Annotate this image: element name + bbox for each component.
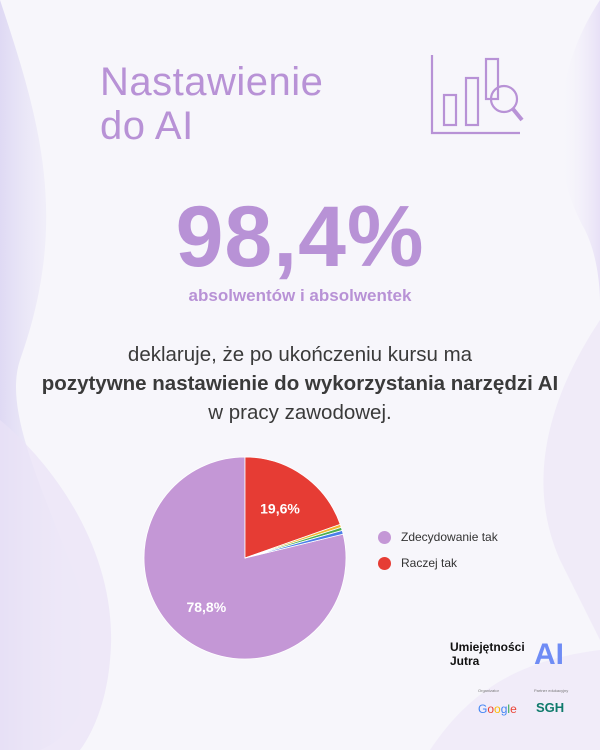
headline-subject: absolwentów i absolwentek — [188, 286, 412, 305]
page-title: Nastawienie do AI — [100, 60, 323, 148]
title-line-1: Nastawienie — [100, 60, 324, 104]
brand-text: Umiejętności Jutra — [450, 640, 525, 668]
google-letter: g — [500, 702, 508, 716]
description-part-1: deklaruje, że po ukończeniu kursu ma — [127, 343, 473, 366]
legend-item-1: Raczej tak — [378, 556, 498, 570]
description-part-2: w pracy zawodowej. — [208, 401, 392, 424]
legend-item-0: Zdecydowanie tak — [378, 530, 498, 544]
sgh-logo: SGH — [536, 700, 565, 715]
headline-percentage: 98,4% — [175, 189, 425, 285]
organizer-label: Organizator — [478, 688, 499, 693]
google-letter: o — [494, 702, 501, 716]
google-letter: e — [510, 702, 517, 716]
legend-label: Raczej tak — [401, 556, 458, 570]
google-letter: o — [487, 702, 495, 716]
brand-line-2: Jutra — [450, 654, 480, 668]
google-letter: l — [507, 702, 511, 716]
pie-chart: 78,8% 19,6% — [143, 456, 347, 660]
brand-logo: Umiejętności Jutra AI — [450, 638, 570, 672]
brand-ai: AI — [534, 638, 564, 671]
pie-label-1: 19,6% — [260, 501, 300, 517]
google-logo: Google — [478, 702, 517, 716]
chart-legend: Zdecydowanie tak Raczej tak — [378, 530, 498, 582]
description-bold: pozytywne nastawienie do wykorzystania n… — [41, 372, 559, 395]
legend-label: Zdecydowanie tak — [401, 530, 498, 544]
brand-line-1: Umiejętności — [450, 640, 525, 654]
legend-swatch — [378, 530, 391, 544]
legend-swatch — [378, 556, 391, 570]
partner-label: Partner edukacyjny — [534, 688, 569, 693]
description: deklaruje, że po ukończeniu kursu ma poz… — [40, 340, 560, 427]
pie-slice-4 — [244, 529, 344, 559]
bar-chart-magnifier-icon — [430, 55, 524, 135]
pie-label-0: 78,8% — [186, 599, 226, 615]
google-letter: G — [478, 702, 488, 716]
partners: Organizator Partner edukacyjny Google SG… — [472, 688, 582, 718]
title-line-2: do AI — [100, 104, 194, 148]
